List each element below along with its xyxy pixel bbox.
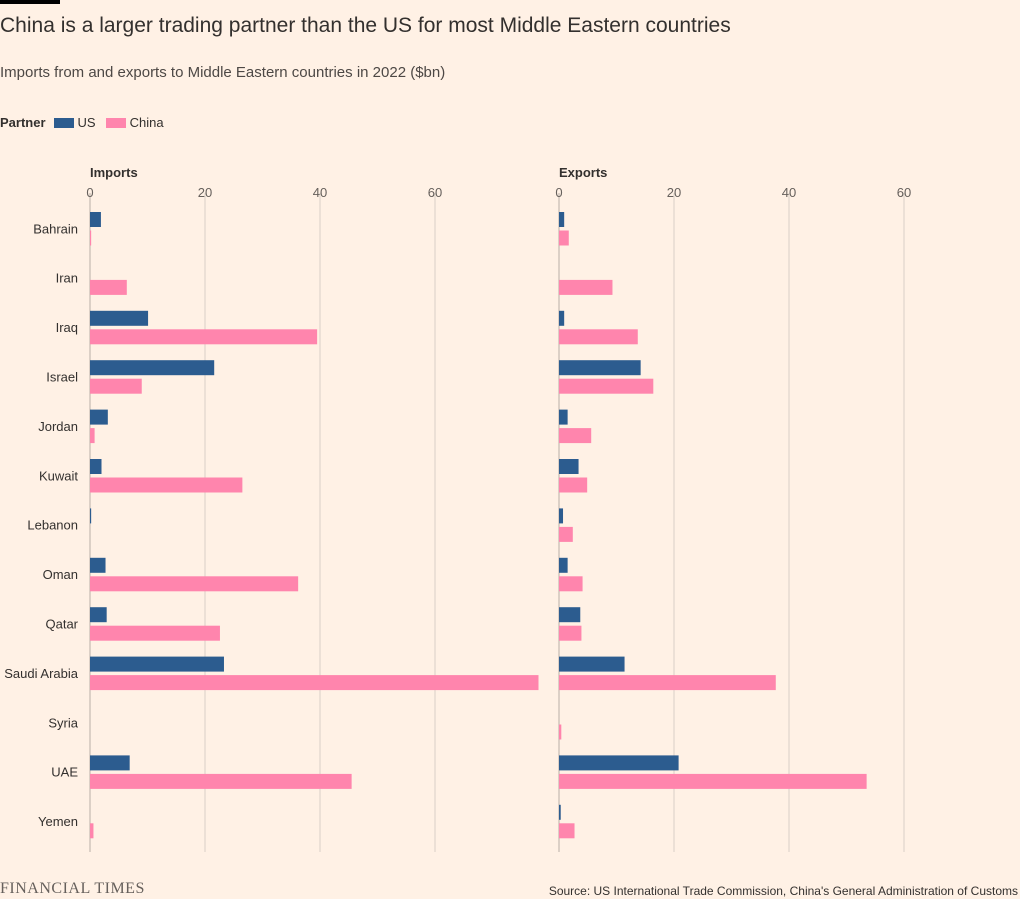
exports-bar-china-oman bbox=[559, 576, 583, 592]
imports-bar-us-iraq bbox=[90, 310, 149, 326]
exports-bar-us-israel bbox=[559, 360, 641, 376]
imports-tick-label-40: 40 bbox=[313, 185, 327, 200]
exports-bar-us-iraq bbox=[559, 310, 565, 326]
legend-label-china: China bbox=[129, 115, 164, 130]
exports-bar-us-uae bbox=[559, 755, 679, 771]
imports-bar-china-israel bbox=[90, 378, 142, 394]
imports-bar-china-jordan bbox=[90, 428, 95, 444]
exports-bar-china-bahrain bbox=[559, 230, 569, 246]
ft-logo: FINANCIAL TIMES bbox=[0, 880, 145, 897]
imports-bar-us-uae bbox=[90, 755, 130, 771]
category-label-bahrain: Bahrain bbox=[33, 221, 78, 236]
imports-bar-china-saudi-arabia bbox=[90, 675, 539, 691]
category-label-oman: Oman bbox=[43, 567, 78, 582]
exports-bar-china-saudi-arabia bbox=[559, 675, 776, 691]
legend: Partner US China bbox=[0, 115, 174, 130]
category-label-yemen: Yemen bbox=[38, 814, 78, 829]
exports-bar-china-qatar bbox=[559, 625, 582, 641]
imports-bar-us-qatar bbox=[90, 607, 107, 623]
imports-bar-us-oman bbox=[90, 557, 106, 573]
legend-swatch-us bbox=[53, 117, 74, 128]
imports-bar-china-uae bbox=[90, 773, 352, 789]
chart-title: China is a larger trading partner than t… bbox=[0, 14, 731, 37]
chart-subtitle: Imports from and exports to Middle Easte… bbox=[0, 64, 446, 81]
exports-bar-china-lebanon bbox=[559, 526, 573, 542]
category-label-lebanon: Lebanon bbox=[27, 518, 78, 533]
exports-bar-us-kuwait bbox=[559, 459, 579, 474]
exports-bar-china-kuwait bbox=[559, 477, 588, 493]
imports-bar-us-jordan bbox=[90, 409, 108, 425]
exports-bar-china-syria bbox=[559, 724, 562, 740]
legend-item-china: China bbox=[105, 115, 164, 130]
imports-bar-china-iran bbox=[90, 279, 127, 295]
imports-bar-china-qatar bbox=[90, 625, 220, 641]
category-label-iran: Iran bbox=[56, 271, 78, 286]
imports-tick-label-20: 20 bbox=[198, 185, 212, 200]
exports-bar-us-oman bbox=[559, 557, 568, 573]
exports-bar-us-qatar bbox=[559, 607, 581, 623]
imports-tick-label-60: 60 bbox=[428, 185, 442, 200]
exports-tick-label-60: 60 bbox=[897, 185, 911, 200]
source-note: Source: US International Trade Commissio… bbox=[548, 884, 1018, 898]
exports-bar-us-bahrain bbox=[559, 212, 565, 227]
imports-bar-us-saudi-arabia bbox=[90, 656, 224, 672]
exports-bar-china-israel bbox=[559, 378, 654, 394]
exports-bar-us-yemen bbox=[559, 804, 561, 820]
category-label-syria: Syria bbox=[48, 715, 78, 730]
category-label-uae: UAE bbox=[51, 765, 78, 780]
bar-chart: Bahrain Iran Iraq Israel Jordan Kuwait Lebanon… bbox=[4, 165, 911, 852]
exports-bar-china-iran bbox=[559, 279, 613, 295]
exports-bar-china-jordan bbox=[559, 428, 592, 444]
legend-item-us: US bbox=[53, 115, 96, 130]
exports-bar-china-yemen bbox=[559, 823, 575, 839]
ft-top-bar bbox=[0, 0, 60, 4]
imports-bar-us-israel bbox=[90, 360, 215, 376]
legend-title: Partner bbox=[0, 115, 46, 130]
imports-bar-china-yemen bbox=[90, 823, 94, 839]
exports-bar-china-iraq bbox=[559, 329, 638, 345]
category-label-saudi-arabia: Saudi Arabia bbox=[4, 666, 78, 681]
category-label-qatar: Qatar bbox=[45, 616, 78, 631]
imports-bar-china-kuwait bbox=[90, 477, 243, 493]
legend-swatch-china bbox=[105, 117, 126, 128]
exports-tick-label-40: 40 bbox=[782, 185, 796, 200]
exports-bar-us-saudi-arabia bbox=[559, 656, 625, 672]
category-label-israel: Israel bbox=[46, 369, 78, 384]
imports-bar-china-iraq bbox=[90, 329, 318, 345]
exports-bar-us-jordan bbox=[559, 409, 568, 425]
imports-bar-china-oman bbox=[90, 576, 299, 592]
imports-bar-china-bahrain bbox=[90, 230, 92, 246]
category-label-jordan: Jordan bbox=[38, 419, 78, 434]
legend-label-us: US bbox=[77, 115, 96, 130]
imports-bar-us-lebanon bbox=[90, 508, 92, 524]
category-label-kuwait: Kuwait bbox=[39, 468, 78, 483]
exports-tick-label-0: 0 bbox=[555, 185, 562, 200]
exports-bar-china-uae bbox=[559, 773, 867, 789]
imports-bar-us-bahrain bbox=[90, 212, 101, 227]
exports-panel-title: Exports bbox=[559, 165, 607, 180]
imports-tick-label-0: 0 bbox=[86, 185, 93, 200]
exports-tick-label-20: 20 bbox=[667, 185, 681, 200]
category-label-iraq: Iraq bbox=[56, 320, 78, 335]
exports-bar-us-lebanon bbox=[559, 508, 564, 524]
imports-panel-title: Imports bbox=[90, 165, 138, 180]
imports-bar-us-kuwait bbox=[90, 459, 102, 474]
